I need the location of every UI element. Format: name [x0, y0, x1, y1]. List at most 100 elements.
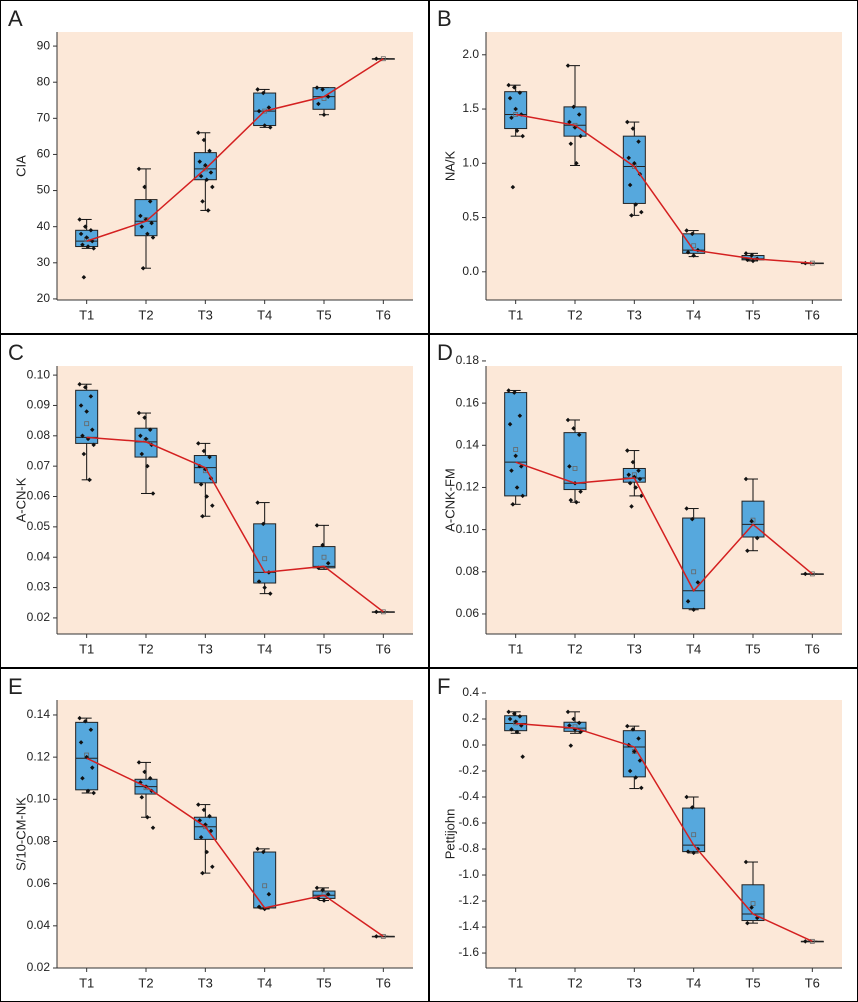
y-tick-label: 0.14: [456, 437, 480, 451]
x-tick-label: T6: [805, 975, 820, 990]
y-tick-label: 0.0: [462, 264, 479, 278]
y-tick-label: -1.4: [458, 919, 479, 933]
mean: [262, 556, 268, 562]
data-point: [749, 905, 754, 910]
data-point: [571, 426, 576, 431]
mean: [380, 933, 386, 939]
data-point: [509, 468, 514, 473]
data-point: [506, 709, 511, 715]
data-point: [576, 432, 582, 438]
y-tick-label: 0.03: [27, 580, 51, 594]
data-point: [83, 224, 88, 229]
y-tick-label: -0.8: [458, 841, 479, 855]
box: [563, 106, 587, 137]
y-tick-label: 0.18: [456, 353, 480, 367]
mean: [691, 243, 697, 249]
data-point: [633, 775, 638, 780]
data-point: [636, 468, 641, 473]
data-point: [88, 228, 94, 233]
mean: [572, 466, 578, 471]
y-tick-label: 0.04: [27, 549, 51, 563]
x-tick-label: T4: [257, 641, 272, 656]
data-point: [507, 421, 513, 427]
box: [622, 135, 646, 204]
x-tick-label: T3: [627, 307, 642, 322]
x-tick-label: T4: [686, 975, 701, 990]
y-tick-label: 0.16: [456, 395, 480, 409]
data-point: [754, 535, 760, 541]
data-point: [567, 464, 572, 469]
y-tick-label: 80: [37, 74, 51, 88]
box: [253, 851, 277, 909]
x-tick-label: T1: [79, 641, 94, 656]
data-point: [574, 499, 579, 505]
data-point: [743, 476, 749, 482]
y-tick-label: 1.0: [462, 155, 479, 169]
data-point: [83, 384, 88, 390]
y-tick-label: 0.14: [27, 707, 51, 721]
y-axis-label: S/10-CM-NK: [13, 797, 28, 871]
data-point: [320, 542, 325, 548]
data-point: [630, 126, 636, 131]
y-tick-label: 0.10: [27, 367, 51, 381]
data-point: [262, 123, 267, 128]
data-point: [625, 448, 630, 453]
x-tick-label: T5: [745, 975, 760, 990]
data-point: [803, 939, 808, 944]
y-axis-label: CIA: [13, 155, 28, 177]
data-point: [374, 934, 379, 939]
mean: [750, 901, 756, 907]
x-tick-label: T6: [805, 307, 820, 322]
data-point: [207, 454, 212, 460]
x-tick-label: T1: [508, 975, 523, 990]
x-tick-label: T3: [627, 641, 642, 656]
panel-frame: [0, 334, 429, 668]
x-tick-label: T4: [257, 975, 272, 990]
data-point: [256, 904, 262, 910]
y-tick-label: 0.05: [27, 519, 51, 533]
y-tick-label: 0.09: [27, 398, 51, 412]
x-tick-label: T6: [376, 975, 391, 990]
x-tick-label: T5: [745, 307, 760, 322]
y-tick-label: 0.08: [27, 428, 51, 442]
y-tick-label: 0.06: [456, 606, 480, 620]
median-line: [515, 722, 813, 943]
y-tick-label: 0.07: [27, 458, 51, 472]
data-point: [803, 571, 808, 577]
data-point: [78, 231, 84, 237]
y-tick-label: 0.02: [27, 610, 51, 624]
x-tick-label: T2: [138, 975, 153, 990]
data-point: [325, 561, 331, 566]
data-point: [630, 727, 636, 732]
y-tick-label: 0.12: [27, 749, 51, 763]
x-tick-label: T4: [257, 307, 272, 322]
x-tick-label: T3: [627, 975, 642, 990]
mean: [809, 938, 815, 944]
data-point: [374, 609, 379, 615]
y-axis-label: A-CNK-FM: [442, 468, 457, 532]
x-tick-label: T2: [567, 641, 582, 656]
panel-label: E: [8, 674, 23, 699]
data-point: [261, 521, 266, 527]
data-point: [685, 599, 691, 604]
data-point: [80, 433, 85, 439]
mean: [84, 421, 90, 427]
data-point: [568, 497, 574, 503]
x-tick-label: T6: [376, 641, 391, 656]
plot-background: [57, 700, 413, 968]
median-line: [86, 436, 384, 613]
x-tick-label: T3: [198, 975, 213, 990]
data-point: [81, 274, 87, 280]
x-tick-label: T2: [138, 307, 153, 322]
data-point: [320, 887, 325, 893]
data-point: [510, 502, 516, 507]
data-point: [749, 518, 754, 524]
x-tick-label: T4: [686, 307, 701, 322]
mean: [262, 883, 268, 889]
mean: [380, 609, 386, 615]
data-point: [639, 785, 644, 791]
data-point: [321, 898, 327, 903]
data-point: [325, 891, 331, 897]
data-point: [633, 485, 638, 490]
data-point: [629, 504, 634, 509]
